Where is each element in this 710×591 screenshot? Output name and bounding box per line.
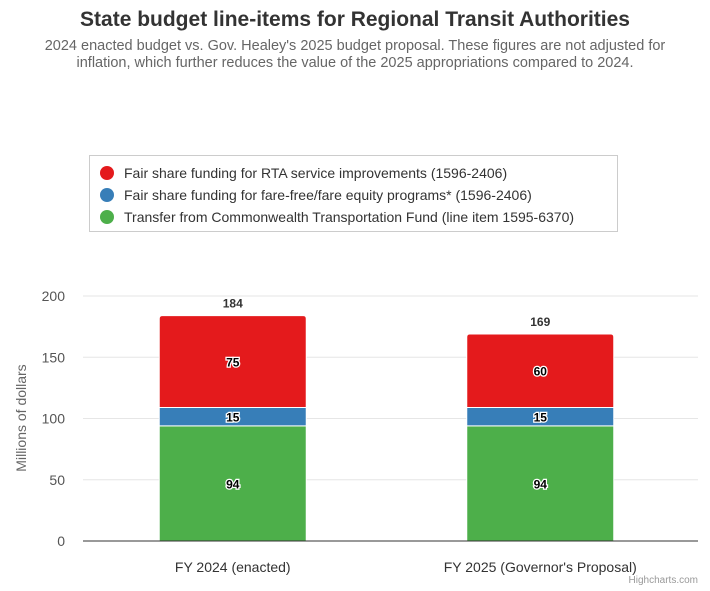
legend-label: Fair share funding for fare-free/fare eq…: [124, 187, 532, 203]
x-tick-label: FY 2025 (Governor's Proposal): [444, 559, 637, 575]
y-tick-label: 0: [57, 533, 65, 549]
data-label: 75: [226, 356, 240, 370]
y-tick-label: 150: [42, 349, 66, 365]
legend-label: Transfer from Commonwealth Transportatio…: [124, 209, 575, 225]
chart-subtitle: 2024 enacted budget vs. Gov. Healey's 20…: [44, 38, 666, 71]
legend-item-fare-free[interactable]: Fair share funding for fare-free/fare eq…: [100, 184, 617, 206]
data-label: 15: [226, 411, 240, 425]
y-tick-label: 200: [42, 288, 66, 304]
credits-link[interactable]: Highcharts.com: [628, 575, 698, 586]
data-label: 60: [534, 365, 548, 379]
legend-item-ctf-transfer[interactable]: Transfer from Commonwealth Transportatio…: [100, 206, 617, 228]
legend-marker-icon: [100, 166, 114, 180]
stack-total-label: 184: [223, 297, 243, 311]
y-axis-title: Millions of dollars: [13, 364, 29, 471]
legend-marker-icon: [100, 188, 114, 202]
bar-segment[interactable]: [158, 315, 307, 408]
x-tick-label: FY 2024 (enacted): [175, 559, 291, 575]
chart-title: State budget line-items for Regional Tra…: [80, 8, 630, 31]
y-tick-label: 100: [42, 411, 66, 427]
bar-segment[interactable]: [466, 333, 615, 408]
y-tick-label: 50: [49, 472, 65, 488]
data-label: 15: [534, 411, 548, 425]
legend-label: Fair share funding for RTA service impro…: [124, 165, 508, 181]
stack-total-label: 169: [530, 315, 550, 329]
legend-marker-icon: [100, 210, 114, 224]
data-label: 94: [534, 477, 548, 491]
data-label: 94: [226, 477, 240, 491]
legend: Fair share funding for RTA service impro…: [89, 155, 618, 232]
legend-item-rta-service[interactable]: Fair share funding for RTA service impro…: [100, 162, 617, 184]
